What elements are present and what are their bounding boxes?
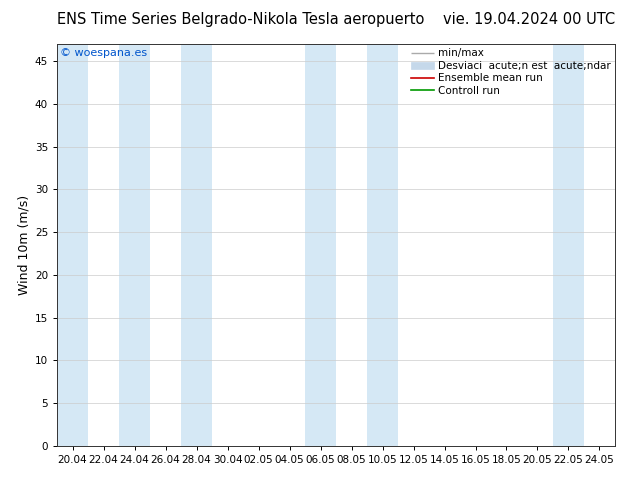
- Text: ENS Time Series Belgrado-Nikola Tesla aeropuerto: ENS Time Series Belgrado-Nikola Tesla ae…: [57, 12, 425, 27]
- Y-axis label: Wind 10m (m/s): Wind 10m (m/s): [18, 195, 30, 295]
- Bar: [57, 44, 88, 446]
- Bar: [553, 44, 584, 446]
- Bar: [119, 44, 150, 446]
- Bar: [367, 44, 398, 446]
- Text: vie. 19.04.2024 00 UTC: vie. 19.04.2024 00 UTC: [443, 12, 615, 27]
- Legend: min/max, Desviaci  acute;n est  acute;ndar, Ensemble mean run, Controll run: min/max, Desviaci acute;n est acute;ndar…: [409, 46, 613, 98]
- Bar: [305, 44, 336, 446]
- Bar: [181, 44, 212, 446]
- Text: © woespana.es: © woespana.es: [60, 48, 147, 58]
